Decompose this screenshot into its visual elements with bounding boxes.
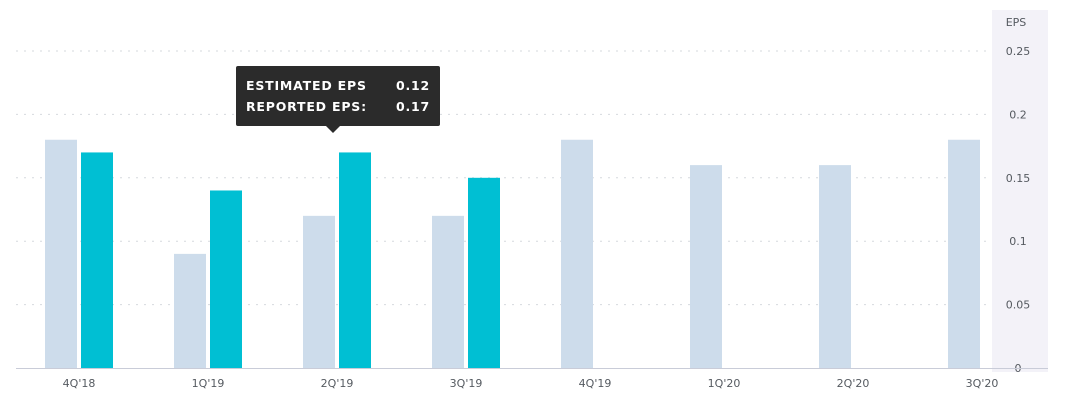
y-tick-label: 0.15: [1006, 172, 1031, 185]
bar-reported-0: [81, 152, 113, 368]
x-tick-label: 3Q'20: [966, 377, 999, 390]
x-tick-label: 3Q'19: [450, 377, 483, 390]
tooltip-reported-row: REPORTED EPS: 0.17: [246, 96, 430, 117]
x-tick-label: 4Q'19: [579, 377, 612, 390]
tooltip-estimated-value: 0.12: [395, 78, 430, 93]
bar-estimated-0: [45, 139, 77, 368]
bar-reported-2: [339, 152, 371, 368]
bar-estimated-6: [819, 165, 851, 368]
x-tick-label: 2Q'19: [321, 377, 354, 390]
bar-reported-3: [468, 177, 500, 368]
y-tick-label: 0.05: [1006, 299, 1031, 312]
bar-reported-1: [210, 190, 242, 368]
bar-estimated-1: [174, 253, 206, 368]
y-tick-label: 0.25: [1006, 45, 1031, 58]
tooltip-reported-value: 0.17: [395, 99, 430, 114]
y-axis-panel: [992, 10, 1048, 372]
x-tick-label: 4Q'18: [63, 377, 96, 390]
tooltip-arrow: [326, 126, 340, 133]
tooltip-estimated-row: ESTIMATED EPS 0.12: [246, 75, 430, 96]
y-tick-label: 0.1: [1009, 235, 1027, 248]
x-tick-label: 1Q'20: [708, 377, 741, 390]
x-tick-label: 2Q'20: [837, 377, 870, 390]
bar-estimated-2: [303, 215, 335, 368]
tooltip-reported-label: REPORTED EPS:: [246, 99, 367, 114]
y-axis-label: EPS: [1006, 16, 1027, 29]
eps-tooltip: ESTIMATED EPS 0.12 REPORTED EPS: 0.17: [236, 66, 440, 133]
y-tick-label: 0.2: [1009, 108, 1027, 121]
tooltip-estimated-label: ESTIMATED EPS: [246, 78, 367, 93]
bar-estimated-3: [432, 215, 464, 368]
bar-estimated-7: [948, 139, 980, 368]
bar-estimated-4: [561, 139, 593, 368]
x-tick-label: 1Q'19: [192, 377, 225, 390]
bar-estimated-5: [690, 165, 722, 368]
